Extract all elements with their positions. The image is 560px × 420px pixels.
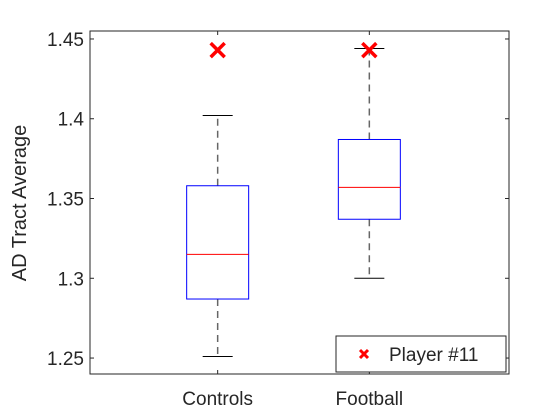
plot-frame xyxy=(89,30,510,375)
iqr-box xyxy=(337,138,401,220)
box-football xyxy=(337,48,401,279)
y-axis-label: AD Tract Average xyxy=(9,125,31,281)
markers-layer xyxy=(209,41,378,59)
player-marker-x-icon xyxy=(361,41,378,59)
legend-label: Player #11 xyxy=(389,345,478,366)
y-tick-label: 1.4 xyxy=(58,110,85,131)
y-axis-ticks: 1.25 1.3 1.35 1.4 1.45 xyxy=(47,30,509,370)
x-tick-label: Controls xyxy=(182,389,253,410)
player-marker-x-icon xyxy=(209,41,226,59)
box-controls xyxy=(186,115,250,357)
x-tick-label: Football xyxy=(336,389,404,410)
legend: Player #11 xyxy=(335,335,507,373)
y-tick-label: 1.45 xyxy=(47,30,84,51)
boxes-layer xyxy=(186,48,401,357)
y-tick-label: 1.35 xyxy=(47,190,84,211)
plot-background xyxy=(90,31,509,374)
iqr-box xyxy=(186,185,250,300)
y-tick-label: 1.3 xyxy=(58,269,84,290)
legend-marker-x-icon xyxy=(358,348,370,360)
x-axis-ticks: Controls Football xyxy=(182,31,403,410)
y-tick-label: 1.25 xyxy=(47,349,84,370)
